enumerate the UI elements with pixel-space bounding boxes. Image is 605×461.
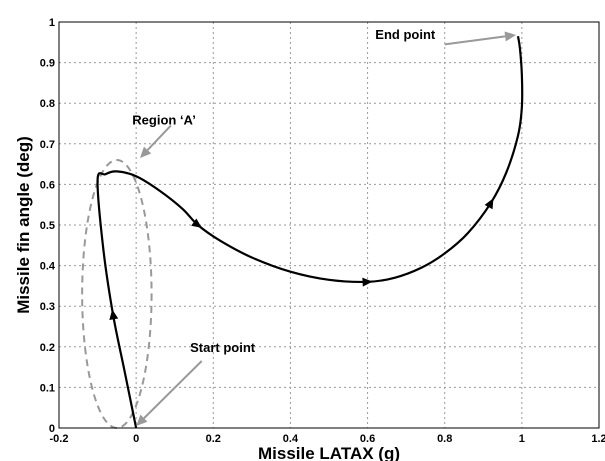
y-tick-labels: 0 0.1 0.2 0.3 0.4 0.5 0.6 0.7 0.8 0.9 1 (40, 17, 56, 435)
series-line (96, 36, 524, 429)
annotation-arrow-head (504, 31, 517, 42)
y-tick-label: 0.7 (40, 139, 55, 151)
y-tick-label: 0.4 (40, 261, 56, 273)
y-tick-label: 0.6 (40, 179, 55, 191)
x-tick-label: 0.2 (206, 433, 221, 445)
x-tick-label: 0.4 (283, 433, 299, 445)
annotation-label: Region ‘A’ (132, 112, 196, 127)
y-tick-label: 0.2 (40, 342, 55, 354)
x-axis-label: Missile LATAX (g) (258, 444, 400, 461)
y-tick-label: 1 (49, 17, 55, 29)
annotation-arrow-head (140, 146, 152, 159)
y-tick-label: 0 (49, 423, 55, 435)
x-tick-label: 0 (133, 433, 139, 445)
y-tick-label: 0.3 (40, 301, 55, 313)
annotation-arrow-line (146, 124, 172, 151)
direction-arrow (362, 277, 373, 287)
direction-arrow (109, 309, 119, 320)
x-tick-labels: -0.2 0 0.2 0.4 0.6 0.8 1 1.2 (50, 433, 605, 445)
annotation-layer: End point Region ‘A’ Start point (132, 27, 517, 426)
y-tick-label: 0.1 (40, 382, 55, 394)
x-tick-label: -0.2 (50, 433, 69, 445)
direction-arrow (191, 218, 202, 228)
region-a-ellipse (81, 159, 153, 429)
grid-layer (59, 22, 599, 428)
direction-arrow (484, 198, 494, 210)
x-tick-label: 0.8 (437, 433, 452, 445)
annotation-arrow-head (136, 414, 148, 426)
y-tick-label: 0.9 (40, 58, 55, 70)
y-tick-label: 0.8 (40, 98, 55, 110)
y-tick-label: 0.5 (40, 220, 55, 232)
x-tick-label: 1 (519, 433, 525, 445)
region-a-ellipse-layer (81, 159, 153, 429)
x-tick-label: 0.6 (360, 433, 375, 445)
plot-frame (58, 21, 600, 429)
x-tick-label: 1.2 (591, 433, 605, 445)
annotation-label: Start point (190, 340, 256, 355)
series-layer (96, 36, 524, 429)
y-axis-label: Missile fin angle (deg) (14, 136, 33, 314)
annotation-arrow-line (143, 360, 203, 419)
annotation-label: End point (375, 27, 436, 42)
annotation-arrow-line (444, 35, 506, 46)
